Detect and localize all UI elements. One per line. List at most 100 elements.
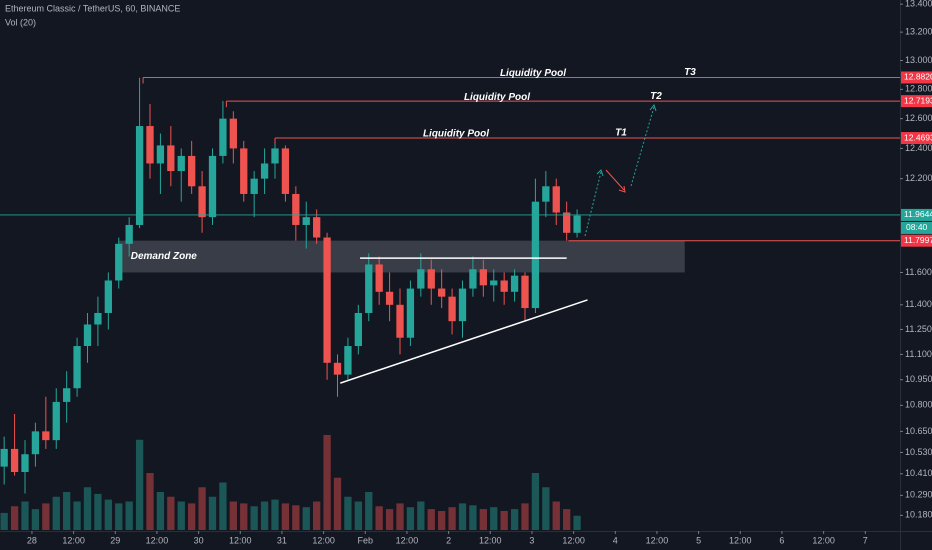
candle-body [469, 269, 477, 289]
y-tick-label: 10.5300 [905, 447, 932, 457]
volume-bar [42, 503, 50, 530]
y-tick-label: 13.0000 [905, 55, 932, 65]
price-tag [901, 208, 932, 221]
volume-bar [406, 507, 415, 530]
volume-bar [63, 492, 71, 530]
candle-body [448, 296, 456, 322]
y-tick-label: 12.4000 [905, 143, 932, 153]
x-tick-label: 12:00 [646, 535, 669, 545]
level-target: T1 [615, 128, 627, 139]
x-tick-label: 4 [613, 535, 618, 545]
x-tick-label: 12:00 [479, 535, 502, 545]
volume-bar [292, 505, 300, 530]
volume-bar [552, 501, 560, 530]
candle-body [21, 454, 29, 472]
y-tick-label: 10.1800 [905, 510, 932, 520]
candle-body [458, 288, 467, 322]
y-tick-label: 13.2000 [905, 27, 932, 37]
x-tick-label: 30 [194, 535, 204, 545]
arrow [630, 106, 655, 187]
candle-body [10, 448, 19, 472]
demand-zone [118, 240, 685, 273]
candle-body [563, 212, 571, 233]
volume-bar [438, 511, 446, 530]
price-tag [901, 234, 932, 247]
arrow-head [649, 103, 657, 112]
arrow-head [618, 185, 626, 193]
y-tick-label: 10.6500 [905, 426, 932, 436]
demand-zone-label: Demand Zone [131, 251, 198, 262]
volume-bar [10, 506, 19, 530]
x-tick-label: 28 [27, 535, 37, 545]
volume-bar [219, 482, 227, 530]
volume-bar [94, 493, 102, 530]
y-tick-label: 12.2000 [905, 173, 932, 183]
level-name: Liquidity Pool [423, 129, 489, 140]
y-tick-label: 13.4000 [905, 0, 932, 9]
candle-body [542, 186, 550, 202]
x-tick-label: 7 [863, 535, 868, 545]
candle-body [229, 118, 237, 149]
volume-bar [354, 501, 362, 530]
volume-bar [146, 473, 154, 530]
volume-bar [198, 487, 206, 530]
x-tick-label: 12:00 [812, 535, 835, 545]
x-tick-label: 12:00 [146, 535, 169, 545]
volume-bar [83, 487, 92, 530]
x-tick-label: 5 [696, 535, 701, 545]
price-tag-label: 12.4693 [904, 132, 932, 142]
plot: Demand Zone Liquidity Pool T3 Liquidity Poo… [0, 67, 900, 530]
x-tick-label: 3 [529, 535, 534, 545]
volume-bar [469, 505, 477, 530]
candle-body [271, 148, 279, 164]
volume-bar [208, 496, 217, 530]
candle-body [63, 388, 71, 402]
volume-bar [21, 501, 29, 530]
x-tick-label: 12:00 [396, 535, 419, 545]
volume-bar [104, 499, 112, 530]
candle-body [552, 186, 560, 213]
volume-bar [188, 503, 196, 530]
countdown-tag [901, 221, 932, 234]
x-tick-label: 12:00 [562, 535, 585, 545]
volume-bar [52, 496, 60, 530]
y-tick-label: 10.9500 [905, 374, 932, 384]
candle-body [281, 148, 290, 194]
candle-body [427, 269, 435, 289]
price-tag-label: 12.7193 [904, 95, 932, 105]
candle-body [344, 346, 352, 375]
volume-bar [240, 503, 248, 530]
y-tick-label: 10.2900 [905, 490, 932, 500]
volume-bar [479, 509, 487, 530]
volume-bar [156, 492, 165, 530]
candle-body [177, 155, 185, 172]
volume-bar [0, 512, 8, 530]
x-tick-label: 12:00 [312, 535, 335, 545]
candle-body [156, 145, 165, 164]
projection-arrows [584, 103, 657, 237]
x-tick-label: 12:00 [729, 535, 752, 545]
candle-body [31, 431, 40, 455]
candle-body [42, 431, 50, 441]
volume-bar [385, 509, 394, 530]
volume-label: Vol (20) [5, 17, 36, 27]
x-tick-label: 29 [110, 535, 120, 545]
volume-bar [448, 507, 456, 530]
volume-bar [344, 496, 352, 530]
y-tick-label: 10.4100 [905, 468, 932, 478]
candle-body [500, 280, 508, 292]
chart-title: Ethereum Classic / TetherUS, 60, BINANCE [5, 3, 180, 13]
candle-body [208, 155, 217, 218]
x-tick-label: 12:00 [229, 535, 252, 545]
volume-bar [167, 496, 175, 530]
candle-body [52, 401, 60, 441]
volume-bar [521, 503, 529, 530]
price-tag [901, 132, 932, 145]
x-tick-label: 2 [446, 535, 451, 545]
candle-body [573, 215, 581, 233]
candle-body [323, 237, 331, 363]
volume-bar [313, 501, 321, 530]
candle-body [260, 163, 269, 179]
candle-body [531, 201, 540, 309]
arrow [605, 169, 625, 191]
